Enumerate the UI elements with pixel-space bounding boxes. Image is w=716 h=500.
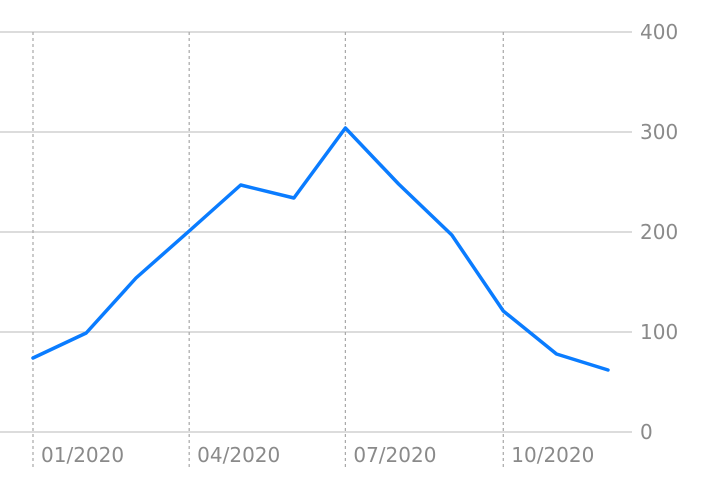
series-layer [31, 126, 610, 372]
y-tick-label: 300 [640, 120, 678, 144]
vertical-gridlines [32, 32, 504, 468]
x-tick-label: 01/2020 [41, 443, 124, 467]
y-tick-label: 100 [640, 320, 678, 344]
series-line [31, 126, 610, 372]
x-tick-label: 10/2020 [511, 443, 594, 467]
y-tick-label: 400 [640, 20, 678, 44]
x-tick-label: 07/2020 [353, 443, 436, 467]
y-axis-tick-labels: 0 100 200 300 400 [640, 20, 678, 444]
x-tick-label: 04/2020 [197, 443, 280, 467]
y-tick-label: 200 [640, 220, 678, 244]
y-tick-label: 0 [640, 420, 653, 444]
horizontal-gridlines [0, 31, 632, 433]
x-axis-tick-labels: 01/2020 04/2020 07/2020 10/2020 [41, 443, 594, 467]
